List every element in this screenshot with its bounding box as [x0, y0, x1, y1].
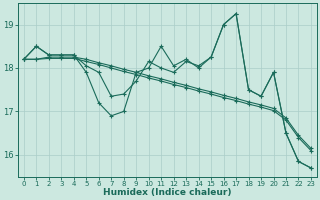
X-axis label: Humidex (Indice chaleur): Humidex (Indice chaleur) [103, 188, 232, 197]
